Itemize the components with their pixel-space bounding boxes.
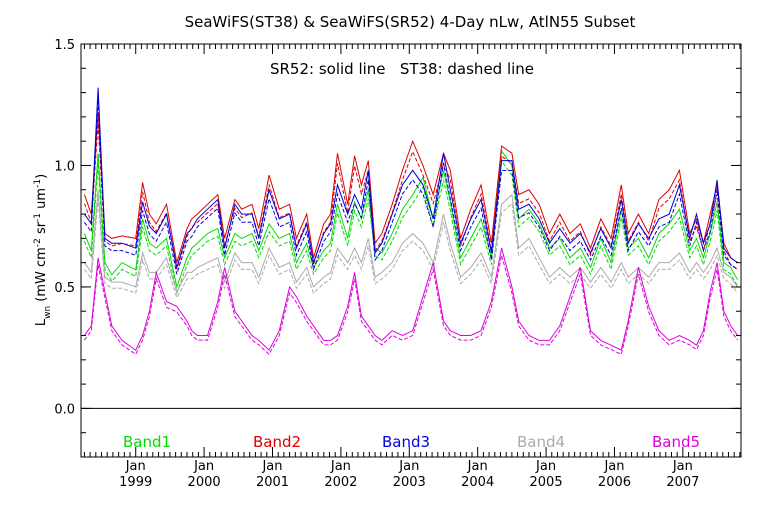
chart-title: SeaWiFS(ST38) & SeaWiFS(SR52) 4-Day nLw,… (185, 13, 636, 31)
series-line-band5 (83, 247, 739, 351)
x-tick-year-label: 2004 (461, 475, 494, 490)
line-style-note: SR52: solid line ST38: dashed line (270, 60, 534, 78)
ylabel-exp3: -1 (33, 179, 43, 188)
x-tick-year-label: 2003 (393, 475, 426, 490)
plot-frame (80, 43, 742, 458)
y-tick-label: 1.5 (54, 38, 75, 53)
legend-band5: Band5 (652, 433, 700, 451)
legend: Band1 Band2 Band3 Band4 Band5 (123, 433, 700, 451)
y-tick-label: 0.5 (54, 281, 75, 296)
x-tick-month-label: Jan (467, 459, 488, 474)
legend-band2: Band2 (253, 433, 301, 451)
series-dashed-band5 (83, 255, 739, 356)
x-tick-year-label: 2002 (324, 475, 357, 490)
series-line-band2 (83, 111, 738, 264)
x-tick-month-label: Jan (193, 459, 214, 474)
x-tick-month-label: Jan (603, 459, 624, 474)
y-tick-label: 0.0 (54, 402, 75, 417)
series-line-band3 (83, 87, 738, 268)
ylabel-mid2: um (34, 188, 49, 213)
x-tick-month-label: Jan (125, 459, 146, 474)
x-tick-year-label: 2005 (530, 475, 563, 490)
series-dashed-band3 (83, 99, 738, 275)
legend-band3: Band3 (382, 433, 430, 451)
ylabel-end: ) (34, 174, 49, 179)
series-line-band4 (83, 189, 739, 294)
legend-band4: Band4 (517, 433, 565, 451)
y-tick-label: 1.0 (54, 159, 75, 174)
y-axis-label: Lwn (mW cm-2 sr-1 um-1) (33, 174, 53, 326)
x-tick-year-label: 2006 (598, 475, 631, 490)
ylabel-main: L (34, 318, 49, 326)
x-tick-year-label: 2001 (256, 475, 289, 490)
x-tick-year-label: 2000 (188, 475, 221, 490)
x-tick-year-label: 2007 (666, 475, 699, 490)
ylabel-sub: wn (43, 306, 53, 319)
series-line-band1 (83, 149, 739, 289)
tick-layer: 0.00.51.01.5Jan1999Jan2000Jan2001Jan2002… (54, 38, 741, 490)
x-tick-year-label: 1999 (119, 475, 152, 490)
x-tick-month-label: Jan (535, 459, 556, 474)
series-dashed-band4 (83, 198, 739, 299)
x-tick-month-label: Jan (330, 459, 351, 474)
series-dashed-band1 (83, 159, 739, 295)
plot-area: 0.00.51.01.5Jan1999Jan2000Jan2001Jan2002… (54, 38, 742, 490)
series-layer (83, 87, 739, 356)
x-tick-month-label: Jan (672, 459, 693, 474)
x-tick-month-label: Jan (398, 459, 419, 474)
ylabel-exp2: -1 (33, 213, 43, 222)
x-tick-month-label: Jan (261, 459, 282, 474)
legend-band1: Band1 (123, 433, 171, 451)
ylabel-exp1: -2 (33, 238, 43, 247)
ylabel-rest: (mW cm (34, 247, 49, 306)
ylabel-mid: sr (34, 221, 49, 238)
